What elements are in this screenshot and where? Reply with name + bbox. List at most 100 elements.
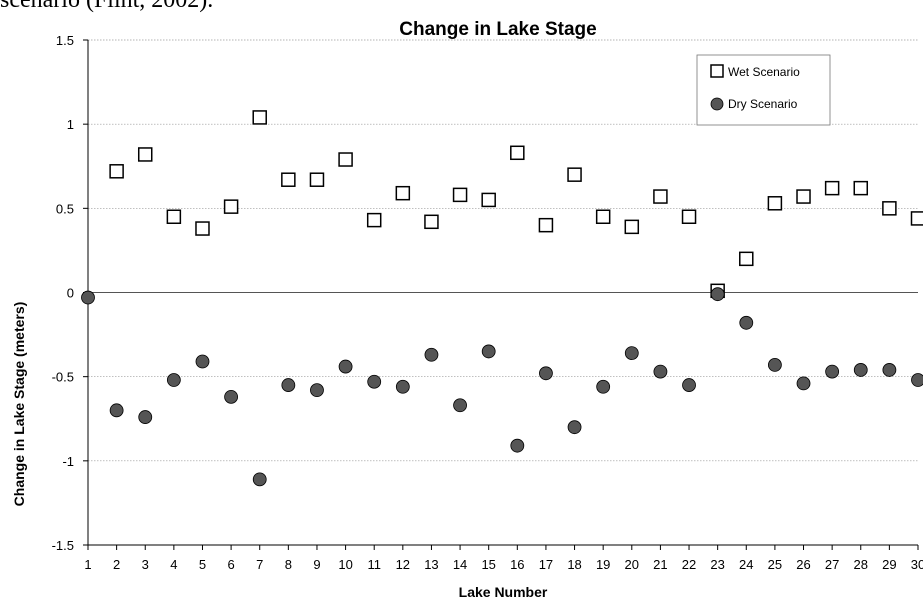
wet-scenario-point	[137, 147, 153, 162]
x-tick-label: 15	[481, 557, 495, 572]
dry-scenario-point	[539, 366, 553, 381]
x-tick-label: 7	[256, 557, 263, 572]
wet-scenario-point	[252, 110, 267, 125]
wet-scenario-point	[653, 189, 668, 204]
dry-scenario-point	[767, 357, 782, 372]
wet-scenario-point	[481, 192, 496, 208]
dry-scenario-point	[224, 389, 239, 404]
x-tick-label: 13	[424, 557, 438, 572]
x-tick-label: 9	[313, 557, 320, 572]
x-tick-label: 18	[567, 557, 581, 572]
wet-scenario-point	[109, 164, 124, 179]
dry-scenario-point	[166, 373, 181, 387]
x-tick-label: 28	[854, 557, 868, 572]
x-tick-labels: 1 2 3 4 5 6 7 8 9 10 11 12 13 14 15 16 17 18 19 20 21 22 23 24 2…	[84, 557, 923, 572]
dry-scenario-point	[481, 344, 496, 359]
x-tick-label: 12	[396, 557, 410, 572]
dry-scenario-point	[367, 374, 382, 389]
wet-scenario-point	[624, 219, 640, 235]
x-tick-label: 21	[653, 557, 667, 572]
dry-scenario-point	[81, 290, 95, 305]
dry-scenario-point	[395, 379, 410, 394]
dry-scenario-point	[653, 364, 668, 379]
wet-scenario-point	[538, 217, 554, 233]
x-tick-label: 16	[510, 557, 524, 572]
y-tick-label: 0.5	[56, 201, 74, 216]
x-tick-label: 11	[367, 557, 381, 572]
dry-scenario-point	[596, 379, 611, 394]
dry-scenario-point	[624, 346, 639, 361]
y-tick-label: -0.5	[52, 370, 74, 385]
wet-scenario-point	[681, 209, 697, 224]
dry-scenario-point	[567, 420, 582, 435]
wet-scenario-point	[767, 196, 783, 211]
legend-dry-label: Dry Scenario	[728, 97, 798, 111]
x-tick-label: 17	[539, 557, 553, 572]
dry-scenario-point	[338, 359, 353, 374]
dry-scenario-point	[911, 373, 923, 387]
x-tick-label: 4	[170, 557, 177, 572]
dry-scenario-point	[310, 383, 324, 398]
x-tick-label: 6	[227, 557, 234, 572]
x-axis-label: Lake Number	[459, 584, 548, 600]
dry-scenario-point	[682, 378, 696, 392]
wet-scenario-point	[824, 180, 840, 196]
x-tick-label: 3	[142, 557, 149, 572]
chart-title: Change in Lake Stage	[399, 19, 596, 40]
y-tick-labels: 1.5 1 0.5 0 -0.5 -1 -1.5	[52, 33, 74, 553]
x-tick-label: 20	[625, 557, 639, 572]
legend: Wet Scenario Dry Scenario	[696, 54, 831, 126]
y-tick-label: -1	[62, 454, 74, 469]
dry-scenario-point	[739, 315, 754, 330]
dry-scenario-point	[109, 403, 124, 418]
wet-scenario-point	[882, 201, 897, 216]
dry-scenario-point	[882, 363, 897, 377]
x-tick-label: 23	[710, 557, 724, 572]
y-tick-label: -1.5	[52, 538, 74, 553]
x-tick-label: 22	[682, 557, 696, 572]
dry-scenario-point	[853, 363, 868, 377]
x-tick-label: 5	[199, 557, 206, 572]
x-tick-label: 2	[113, 557, 120, 572]
x-tick-label: 1	[84, 557, 91, 572]
wet-scenario-point	[395, 185, 411, 201]
y-tick-label: 0	[67, 286, 74, 301]
wet-scenario-point	[195, 221, 210, 236]
wet-scenario-point	[366, 212, 382, 228]
legend-wet-label: Wet Scenario	[728, 65, 800, 79]
dry-scenario-point	[796, 376, 811, 391]
y-tick-label: 1.5	[56, 33, 74, 48]
wet-scenario-point	[796, 189, 811, 204]
dry-scenario-point	[710, 287, 725, 302]
x-tick-label: 14	[453, 557, 467, 572]
y-axis-label: Change in Lake Stage (meters)	[11, 302, 27, 507]
x-tick-label: 26	[796, 557, 810, 572]
wet-scenario-point	[223, 199, 239, 214]
dry-scenario-point	[510, 438, 525, 453]
wet-scenario-point	[567, 167, 582, 182]
x-tick-label: 29	[882, 557, 896, 572]
wet-scenario-point	[452, 187, 468, 203]
dry-scenario-point	[453, 398, 467, 413]
wet-scenario-point	[910, 211, 923, 226]
legend-dry-marker	[710, 97, 724, 111]
wet-scenario-point	[166, 209, 182, 224]
wet-scenario-point	[309, 172, 325, 187]
dry-scenario-point	[138, 410, 153, 424]
dry-scenario-point	[424, 347, 439, 362]
caption-fragment: scenario (Flint, 2002).	[0, 0, 214, 13]
dry-scenario-point	[195, 354, 210, 369]
wet-scenario-point	[424, 214, 439, 230]
wet-scenario-point	[595, 209, 611, 224]
x-tick-label: 24	[739, 557, 753, 572]
dry-scenario-point	[825, 364, 840, 379]
x-tick-label: 10	[338, 557, 352, 572]
wet-scenario-point	[739, 251, 754, 267]
x-tick-label: 8	[285, 557, 292, 572]
data-points	[81, 110, 923, 487]
wet-scenario-point	[853, 180, 869, 196]
x-tick-label: 27	[825, 557, 839, 572]
legend-wet-marker	[710, 64, 724, 78]
wet-scenario-point	[510, 145, 525, 161]
